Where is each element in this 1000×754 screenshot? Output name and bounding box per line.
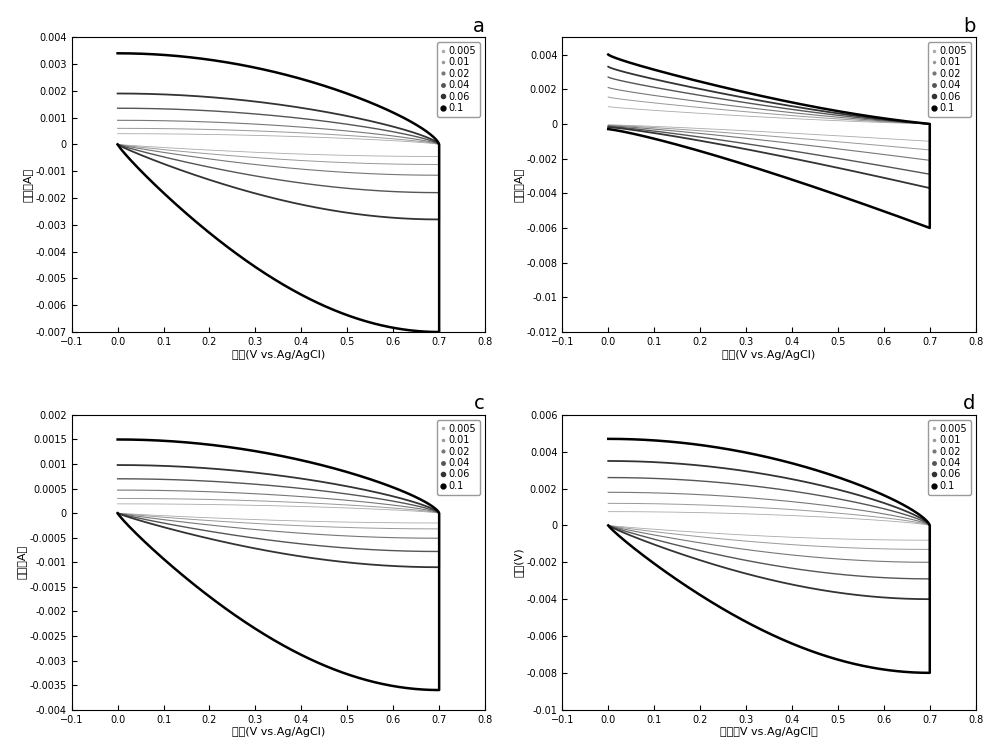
Y-axis label: 电压(V): 电压(V)	[514, 547, 524, 577]
Text: b: b	[963, 17, 976, 35]
Text: c: c	[474, 394, 485, 413]
X-axis label: 电压(V vs.Ag/AgCl): 电压(V vs.Ag/AgCl)	[232, 728, 325, 737]
Y-axis label: 电流（A）: 电流（A）	[514, 167, 524, 201]
Legend: 0.005, 0.01, 0.02, 0.04, 0.06, 0.1: 0.005, 0.01, 0.02, 0.04, 0.06, 0.1	[437, 420, 480, 495]
Text: a: a	[473, 17, 485, 35]
Legend: 0.005, 0.01, 0.02, 0.04, 0.06, 0.1: 0.005, 0.01, 0.02, 0.04, 0.06, 0.1	[928, 42, 971, 117]
Legend: 0.005, 0.01, 0.02, 0.04, 0.06, 0.1: 0.005, 0.01, 0.02, 0.04, 0.06, 0.1	[437, 42, 480, 117]
X-axis label: 电流（V vs.Ag/AgCl）: 电流（V vs.Ag/AgCl）	[720, 728, 818, 737]
Y-axis label: 电流（A）: 电流（A）	[17, 545, 27, 579]
X-axis label: 电压(V vs.Ag/AgCl): 电压(V vs.Ag/AgCl)	[722, 350, 816, 360]
Legend: 0.005, 0.01, 0.02, 0.04, 0.06, 0.1: 0.005, 0.01, 0.02, 0.04, 0.06, 0.1	[928, 420, 971, 495]
Text: d: d	[963, 394, 976, 413]
Y-axis label: 电流（A）: 电流（A）	[23, 167, 33, 201]
X-axis label: 电压(V vs.Ag/AgCl): 电压(V vs.Ag/AgCl)	[232, 350, 325, 360]
